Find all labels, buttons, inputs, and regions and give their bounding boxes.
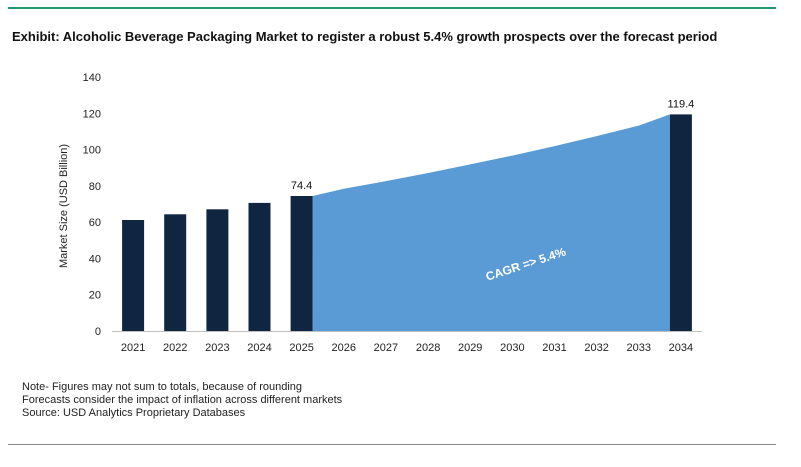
x-tick-label: 2021 <box>121 342 145 354</box>
x-tick-label: 2032 <box>584 342 608 354</box>
x-tick-label: 2029 <box>458 342 482 354</box>
y-tick-label: 0 <box>95 326 101 338</box>
y-tick-label: 100 <box>83 145 101 157</box>
bar-2023 <box>206 209 229 331</box>
forecast-area <box>312 114 670 332</box>
note-inflation: Forecasts consider the impact of inflati… <box>22 394 343 406</box>
y-tick-label: 40 <box>89 253 101 265</box>
x-tick-label: 2033 <box>627 342 651 354</box>
y-tick-label: 60 <box>89 217 101 229</box>
y-tick-label: 140 <box>83 72 101 84</box>
bar-2024 <box>248 202 271 331</box>
bar-2025 <box>290 196 313 331</box>
x-tick-label: 2023 <box>205 342 229 354</box>
y-tick-label: 80 <box>89 181 101 193</box>
chart-title: Exhibit: Alcoholic Beverage Packaging Ma… <box>12 29 718 44</box>
note-source: Source: USD Analytics Proprietary Databa… <box>22 407 246 419</box>
x-tick-label: 2028 <box>416 342 440 354</box>
x-tick-label: 2031 <box>542 342 566 354</box>
bar-2021 <box>122 220 145 331</box>
data-label-2025: 74.4 <box>291 180 312 192</box>
bottom-rule <box>8 444 776 445</box>
top-rule <box>8 7 776 9</box>
bar-2034 <box>669 114 692 332</box>
x-tick-label: 2024 <box>247 342 271 354</box>
x-tick-label: 2026 <box>332 342 356 354</box>
notes: Note- Figures may not sum to totals, bec… <box>22 381 342 420</box>
x-tick-label: 2034 <box>669 342 693 354</box>
x-tick-label: 2027 <box>374 342 398 354</box>
note-rounding: Note- Figures may not sum to totals, bec… <box>22 381 303 393</box>
y-tick-label: 120 <box>83 108 101 120</box>
x-tick-label: 2022 <box>163 342 187 354</box>
x-tick-label: 2025 <box>289 342 313 354</box>
bar-2022 <box>164 214 187 331</box>
y-tick-label: 20 <box>89 290 101 302</box>
data-label-2034: 119.4 <box>668 98 695 110</box>
y-axis-label: Market Size (USD Billion) <box>58 144 70 268</box>
x-tick-label: 2030 <box>500 342 524 354</box>
